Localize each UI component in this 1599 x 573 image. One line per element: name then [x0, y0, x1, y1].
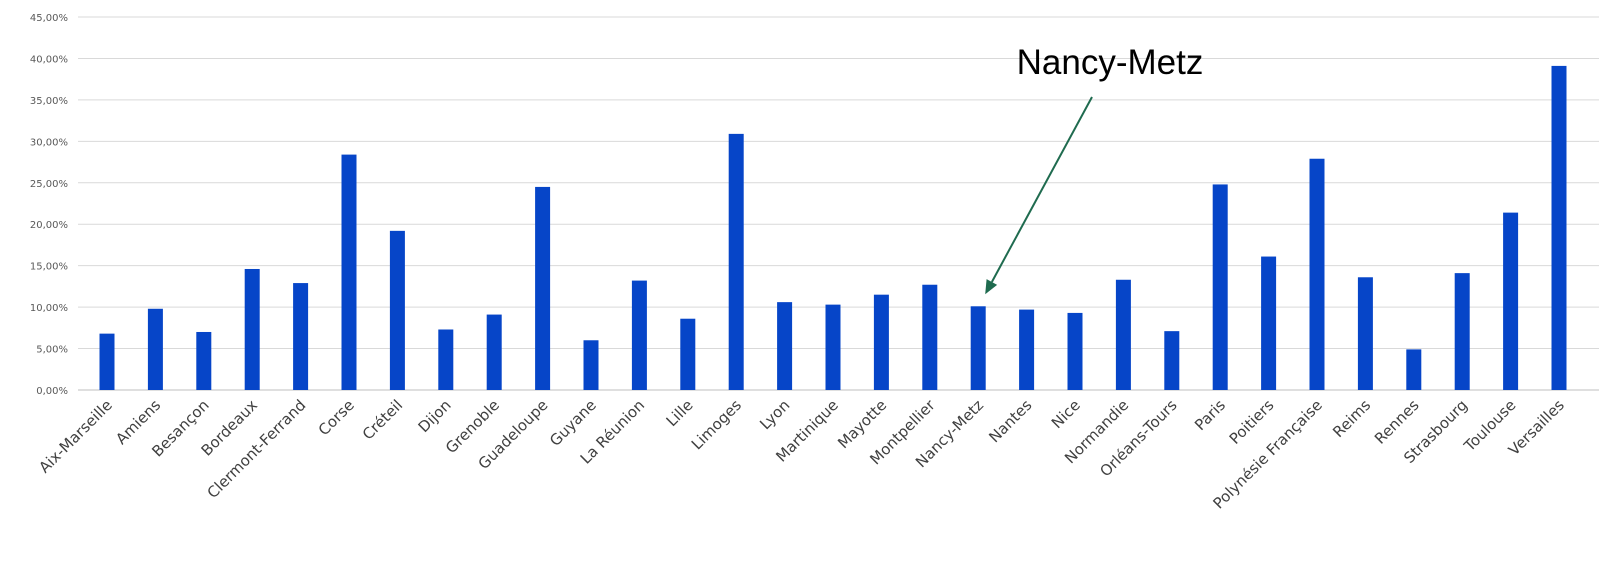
bar-lyon [777, 302, 793, 390]
y-tick-label: 40,00% [30, 54, 68, 65]
bar-grenoble [486, 314, 502, 390]
bar-cr-teil [389, 230, 405, 390]
annotation-arrowhead [985, 279, 998, 295]
bar-rennes [1406, 349, 1422, 390]
bar-martinique [825, 304, 841, 390]
y-tick-label: 10,00% [30, 303, 68, 314]
bar-paris [1212, 184, 1228, 390]
category-label: Limoges [688, 396, 745, 453]
bar-montpellier [922, 284, 938, 390]
category-label: Lyon [756, 396, 793, 433]
bars [99, 65, 1567, 390]
y-tick-label: 30,00% [30, 137, 68, 148]
category-label: Corse [315, 396, 358, 439]
x-axis-category-labels: Aix-MarseilleAmiensBesançonBordeauxClerm… [35, 396, 1568, 513]
category-label: Créteil [359, 396, 406, 443]
bar-orl-ans-tours [1164, 331, 1180, 390]
y-tick-label: 45,00% [30, 13, 68, 24]
bar-strasbourg [1454, 273, 1470, 390]
bar-bordeaux [244, 268, 260, 390]
bar-mayotte [873, 294, 889, 390]
bar-reims [1357, 277, 1373, 390]
bar-besan-on [196, 331, 212, 390]
bar-la-r-union [631, 280, 647, 390]
y-tick-label: 20,00% [30, 220, 68, 231]
category-label: Lille [663, 396, 697, 430]
bar-nantes [1019, 309, 1035, 390]
bar-toulouse [1503, 212, 1519, 390]
y-tick-label: 0,00% [36, 386, 68, 397]
category-label: Reims [1329, 396, 1374, 441]
gridlines [78, 16, 1599, 391]
y-tick-label: 25,00% [30, 179, 68, 190]
category-label: Nantes [985, 396, 1035, 446]
bar-limoges [728, 133, 744, 390]
bar-guadeloupe [535, 186, 551, 390]
bar-nice [1067, 312, 1083, 390]
category-label: Paris [1191, 396, 1229, 434]
bar-normandie [1115, 279, 1131, 390]
category-label: Nice [1048, 396, 1084, 432]
annotation: Nancy-Metz [985, 43, 1204, 295]
bar-dijon [438, 329, 454, 390]
y-tick-label: 5,00% [36, 345, 68, 356]
y-axis-tick-labels: 0,00% 5,00% 10,00% 15,00% 20,00% 25,00% 30,00%… [30, 13, 68, 397]
category-label: Aix-Marseille [35, 396, 115, 476]
category-label: Dijon [415, 396, 455, 436]
bar-poitiers [1261, 256, 1277, 390]
bar-polyn-sie-fran-aise [1309, 158, 1325, 390]
bar-amiens [147, 308, 163, 390]
bar-versailles [1551, 65, 1567, 390]
bar-nancy-metz [970, 306, 986, 390]
y-tick-label: 15,00% [30, 262, 68, 273]
annotation-label: Nancy-Metz [1017, 43, 1204, 82]
y-tick-label: 35,00% [30, 96, 68, 107]
bar-guyane [583, 340, 599, 390]
bar-clermont-ferrand [293, 283, 309, 390]
bar-aix-marseille [99, 333, 115, 390]
bar-corse [341, 154, 357, 390]
annotation-arrow [990, 96, 1093, 283]
bar-lille [680, 318, 696, 390]
